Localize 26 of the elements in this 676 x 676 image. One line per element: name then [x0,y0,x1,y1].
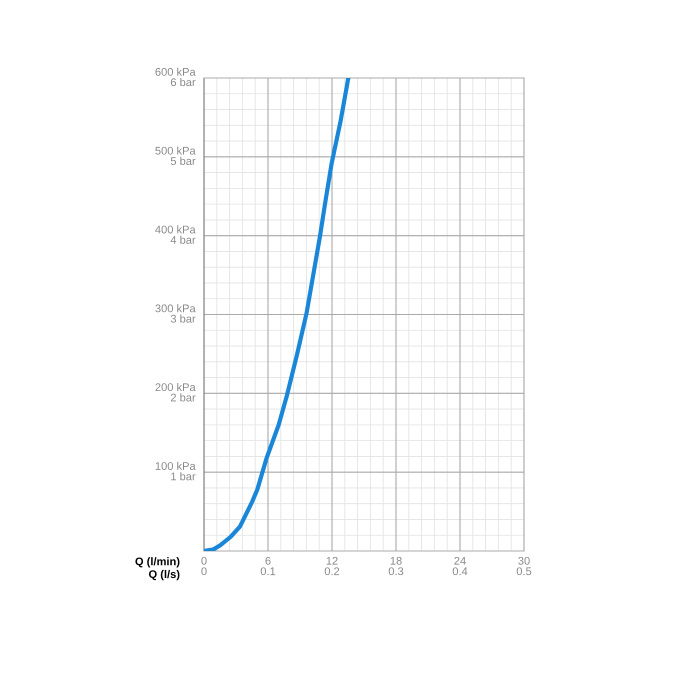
y2-tick-label: 3 bar [170,314,196,323]
x-axis-title: Q (l/min) [135,557,180,568]
x2-tick-label: 0.2 [324,567,340,576]
y-tick-label: 100 kPa [156,462,196,470]
y2-tick-label: 2 bar [170,393,196,402]
y-tick-label: 300 kPa [155,304,196,312]
x-tick-label: 6 [265,556,271,565]
x-tick-label: 0 [201,556,207,565]
y2-tick-label: 5 bar [170,156,196,165]
y2-tick-label: 4 bar [170,236,196,244]
x2-tick-label: 0.5 [516,567,532,576]
x-tick-label: 12 [326,556,338,565]
y-tick-label: 500 kPa [155,146,196,155]
x2-tick-label: 0.3 [388,567,404,576]
x2-tick-label: 0 [201,567,207,576]
x-tick-label: 24 [454,556,466,565]
y-tick-label: 600 kPa [155,68,196,76]
x2-tick-label: 0.1 [260,567,276,576]
x2-tick-label: 0.4 [452,567,468,576]
y2-tick-label: 6 bar [170,78,196,86]
y-tick-label: 200 kPa [155,382,196,392]
x-tick-label: 18 [390,556,402,565]
y-tick-label: 400 kPa [155,225,196,234]
y2-tick-label: 1 bar [171,472,196,480]
x-tick-label: 30 [518,556,530,565]
x2-axis-title: Q (l/s) [148,570,180,580]
